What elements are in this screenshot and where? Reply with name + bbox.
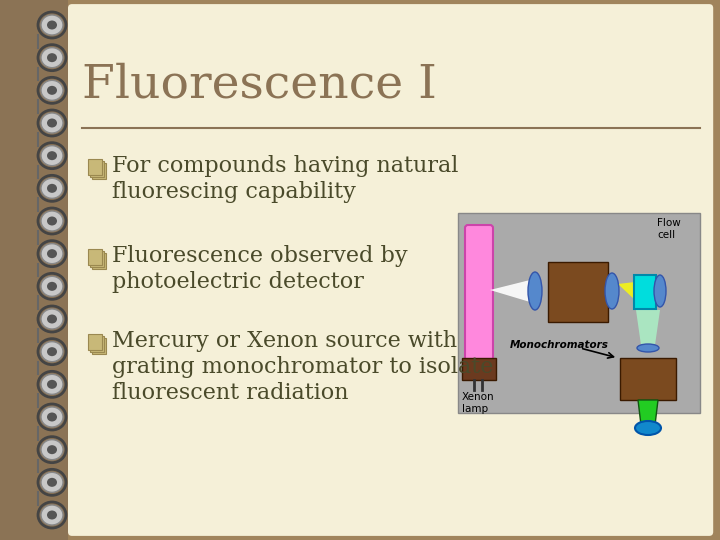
Ellipse shape <box>47 478 57 487</box>
Ellipse shape <box>654 275 666 307</box>
FancyBboxPatch shape <box>88 249 102 265</box>
Ellipse shape <box>41 342 63 362</box>
FancyBboxPatch shape <box>92 253 106 269</box>
Ellipse shape <box>528 272 542 310</box>
Ellipse shape <box>635 421 661 435</box>
Polygon shape <box>638 400 658 425</box>
Ellipse shape <box>41 309 63 329</box>
Text: Fluorescence observed by: Fluorescence observed by <box>112 245 408 267</box>
Text: fluorescing capability: fluorescing capability <box>112 181 356 203</box>
Text: Fluorescence I: Fluorescence I <box>82 62 437 107</box>
Text: Xenon
lamp: Xenon lamp <box>462 392 495 414</box>
Ellipse shape <box>47 413 57 422</box>
FancyBboxPatch shape <box>462 358 496 380</box>
FancyBboxPatch shape <box>634 275 656 309</box>
FancyBboxPatch shape <box>92 338 106 354</box>
Text: For compounds having natural: For compounds having natural <box>112 155 459 177</box>
FancyBboxPatch shape <box>92 163 106 179</box>
Ellipse shape <box>47 53 57 62</box>
Ellipse shape <box>41 472 63 492</box>
Ellipse shape <box>41 276 63 296</box>
Ellipse shape <box>41 407 63 427</box>
Ellipse shape <box>637 344 659 352</box>
Ellipse shape <box>41 146 63 166</box>
Ellipse shape <box>605 273 619 309</box>
Ellipse shape <box>47 314 57 323</box>
FancyBboxPatch shape <box>0 0 68 540</box>
Ellipse shape <box>47 282 57 291</box>
Ellipse shape <box>41 505 63 525</box>
Ellipse shape <box>47 249 57 258</box>
Text: Mercury or Xenon source with: Mercury or Xenon source with <box>112 330 457 352</box>
Ellipse shape <box>41 440 63 460</box>
FancyBboxPatch shape <box>68 4 714 536</box>
Ellipse shape <box>47 510 57 519</box>
Text: Flow
cell: Flow cell <box>657 218 680 240</box>
Ellipse shape <box>47 86 57 95</box>
FancyBboxPatch shape <box>90 336 104 352</box>
FancyBboxPatch shape <box>90 251 104 267</box>
FancyBboxPatch shape <box>465 225 493 361</box>
FancyBboxPatch shape <box>620 358 676 400</box>
Ellipse shape <box>41 15 63 35</box>
Ellipse shape <box>47 380 57 389</box>
Ellipse shape <box>47 217 57 226</box>
Polygon shape <box>618 282 635 300</box>
Polygon shape <box>490 280 530 302</box>
FancyBboxPatch shape <box>458 213 700 413</box>
Ellipse shape <box>47 445 57 454</box>
Ellipse shape <box>41 80 63 100</box>
Text: photoelectric detector: photoelectric detector <box>112 271 364 293</box>
Text: grating monochromator to isolate: grating monochromator to isolate <box>112 356 493 378</box>
FancyBboxPatch shape <box>90 161 104 177</box>
Ellipse shape <box>41 211 63 231</box>
FancyBboxPatch shape <box>548 262 608 322</box>
Ellipse shape <box>47 118 57 127</box>
FancyBboxPatch shape <box>88 334 102 350</box>
Text: Monochromators: Monochromators <box>510 340 609 350</box>
Ellipse shape <box>47 21 57 30</box>
Ellipse shape <box>47 347 57 356</box>
Ellipse shape <box>47 151 57 160</box>
Text: fluorescent radiation: fluorescent radiation <box>112 382 348 404</box>
Polygon shape <box>636 310 660 345</box>
Ellipse shape <box>41 244 63 264</box>
Ellipse shape <box>41 48 63 68</box>
Ellipse shape <box>47 184 57 193</box>
Ellipse shape <box>41 178 63 198</box>
FancyBboxPatch shape <box>88 159 102 175</box>
Ellipse shape <box>41 113 63 133</box>
Ellipse shape <box>41 374 63 394</box>
